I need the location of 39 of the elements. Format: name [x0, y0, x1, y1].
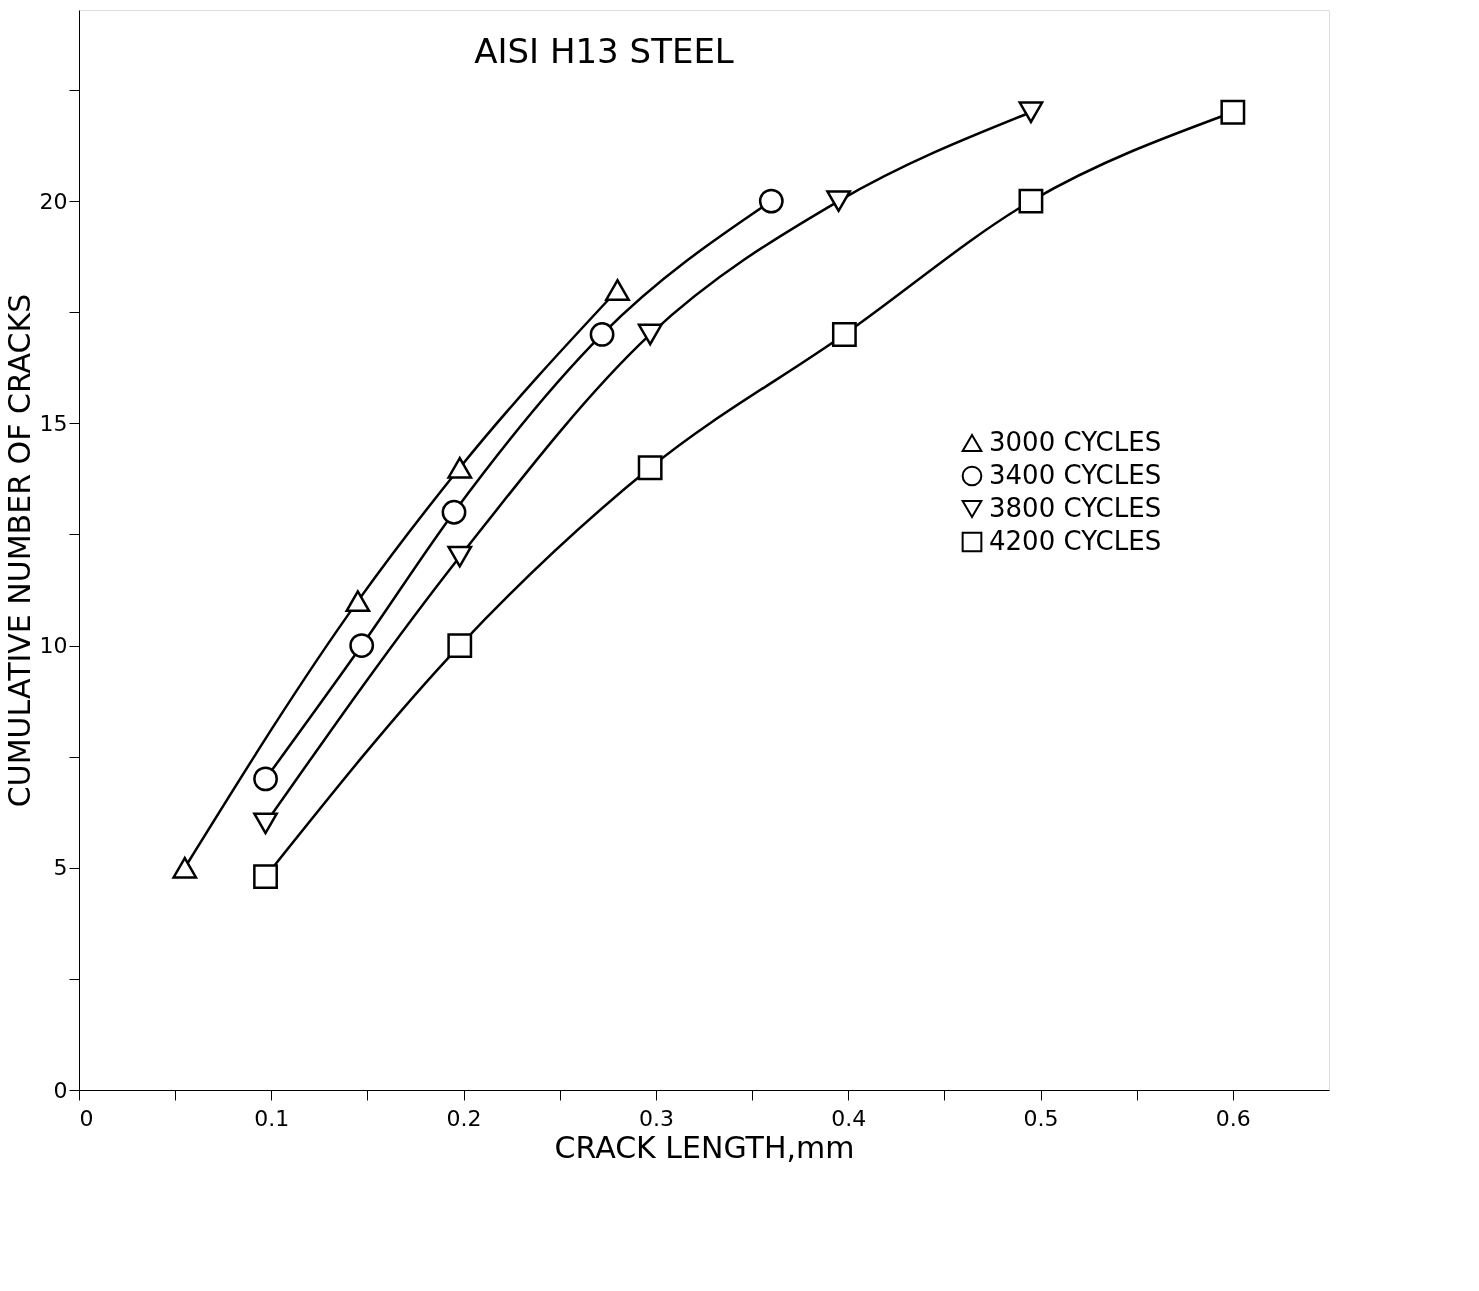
- point: [637, 323, 663, 346]
- x-tick-label: 0.3: [638, 1105, 674, 1131]
- y-tick-label: 15: [39, 410, 68, 436]
- point: [172, 856, 198, 879]
- x-tick-label: 0.4: [831, 1105, 867, 1131]
- x-tick-label: 0.5: [1023, 1105, 1059, 1131]
- legend-label: 3000 CYCLES: [989, 427, 1162, 457]
- point: [447, 545, 473, 568]
- y-tick-label: 5: [53, 855, 68, 881]
- point: [447, 456, 473, 479]
- point: [1018, 101, 1044, 124]
- point: [441, 499, 467, 525]
- legend-label: 3800 CYCLES: [989, 493, 1162, 523]
- point: [826, 190, 852, 213]
- point: [758, 188, 784, 214]
- x-tick-label: 0.2: [446, 1105, 482, 1131]
- x-axis-title: CRACK LENGTH,mm: [554, 1129, 855, 1165]
- x-tick-label: 0.1: [254, 1105, 290, 1131]
- x-tick-label: 0.6: [1215, 1105, 1251, 1131]
- y-tick-label: 0: [53, 1077, 68, 1103]
- point: [1220, 99, 1246, 125]
- point: [349, 633, 375, 658]
- point: [831, 322, 857, 347]
- legend-label: 4200 CYCLES: [989, 526, 1162, 556]
- text: AISI H13 STEEL: [474, 31, 734, 71]
- point: [1018, 188, 1044, 214]
- y-tick-label: 10: [39, 633, 68, 659]
- x-tick-label: 0: [79, 1105, 94, 1131]
- y-tick-label: 20: [39, 188, 68, 214]
- y-axis-title: CUMULATIVE NUMBER OF CRACKS: [1, 293, 37, 808]
- point: [637, 455, 663, 481]
- point: [345, 590, 371, 613]
- point: [253, 812, 278, 835]
- point: [605, 279, 630, 301]
- point: [447, 633, 473, 658]
- point: [589, 322, 615, 347]
- point: [253, 864, 278, 890]
- legend-label: 3400 CYCLES: [989, 460, 1162, 490]
- point: [253, 766, 278, 792]
